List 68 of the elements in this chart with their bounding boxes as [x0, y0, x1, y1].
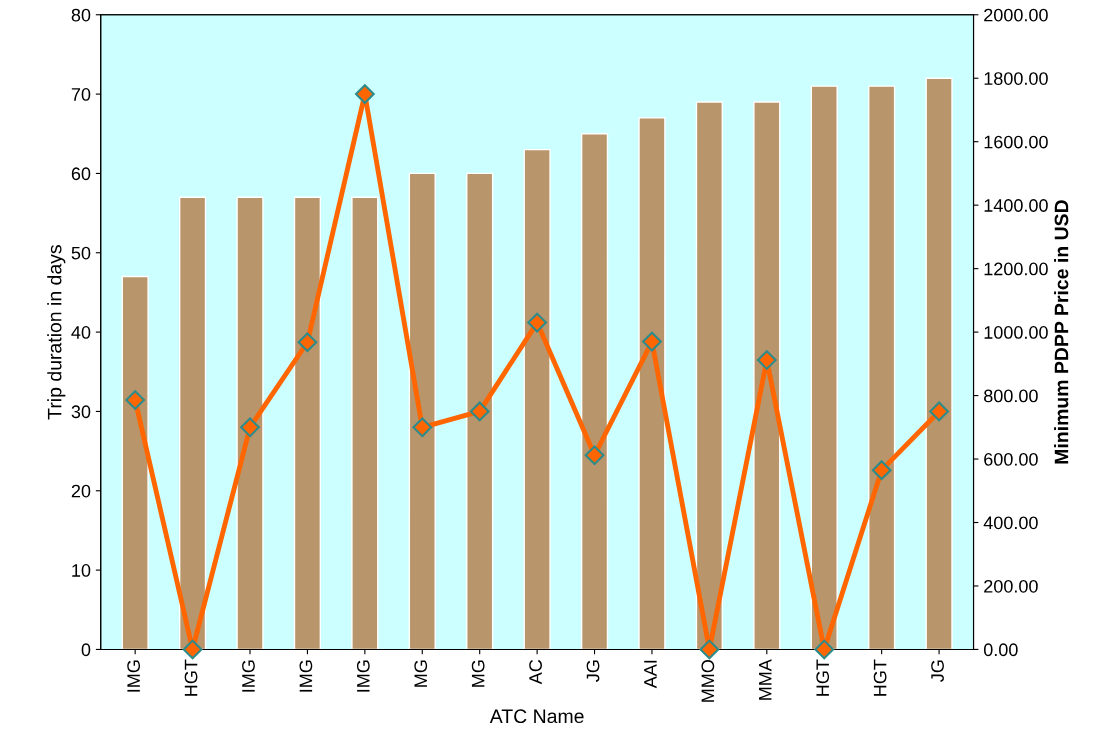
point — [469, 401, 490, 422]
point — [182, 639, 203, 660]
bar — [810, 85, 838, 650]
y-tick-label: 60 — [71, 167, 91, 181]
x-tick-label: MMO — [701, 660, 715, 702]
y2-tick-label: 1600.00 — [984, 135, 1048, 149]
y-axis-title: Trip duration in days — [47, 245, 66, 420]
point — [929, 401, 949, 422]
y-tick-label: 40 — [71, 326, 91, 339]
bar — [121, 275, 149, 650]
x-tick-label: MG — [471, 660, 485, 687]
point — [125, 390, 146, 410]
x-tick-label: HGT — [816, 659, 830, 696]
x-tick-label: MG — [414, 660, 428, 687]
bar — [868, 85, 896, 650]
x-tick-label: JG — [931, 660, 944, 682]
y-tick-label: 50 — [71, 246, 91, 260]
x-tick-label: HGT — [184, 659, 198, 696]
y-tick-label: 0 — [81, 643, 91, 657]
x-tick-label: IMG — [242, 660, 255, 692]
bar — [695, 101, 724, 650]
x-tick-label: IMG — [356, 660, 370, 692]
y2-tick-label: 800.00 — [984, 389, 1038, 403]
y2-tick-label: 400.00 — [983, 516, 1038, 530]
y-tick-label: 30 — [71, 405, 91, 419]
bar — [293, 196, 322, 650]
point — [871, 460, 892, 481]
bar — [351, 196, 379, 650]
point — [297, 332, 318, 353]
y-tick-label: 80 — [71, 8, 91, 22]
y2-tick-label: 600.00 — [984, 452, 1038, 466]
y2-tick-label: 1000.00 — [984, 326, 1048, 339]
bar — [466, 172, 494, 650]
point — [354, 84, 375, 104]
x-tick-label: AAI — [644, 660, 657, 689]
bar — [925, 77, 953, 650]
point — [642, 331, 662, 352]
y2-axis-title: Minimum PDPP Price in USD — [1054, 200, 1069, 464]
x-tick-label: HGT — [873, 659, 887, 696]
y2-tick-label: 1400.00 — [984, 199, 1048, 212]
y2-tick-label: 0.00 — [983, 643, 1018, 657]
point — [814, 639, 835, 660]
y-tick-label: 70 — [71, 88, 91, 101]
bar — [753, 101, 781, 650]
y2-tick-label: 1800.00 — [984, 72, 1048, 85]
x-tick-label: IMG — [299, 660, 313, 692]
bar — [236, 196, 264, 650]
point — [240, 417, 260, 438]
x-axis-title: ATC Name — [489, 709, 584, 724]
x-tick-label: JG — [586, 660, 600, 682]
bar — [408, 172, 436, 650]
x-tick-label: IMG — [127, 660, 141, 692]
point — [412, 417, 433, 438]
point — [527, 312, 547, 333]
y2-tick-label: 2000.00 — [984, 8, 1048, 22]
bar — [178, 196, 207, 650]
y-tick-label: 20 — [71, 484, 91, 498]
bar — [580, 133, 609, 650]
x-tick-label: AC — [529, 659, 542, 685]
bar — [523, 148, 551, 650]
x-tick-label: MMA — [759, 659, 772, 700]
point — [584, 445, 605, 466]
point — [699, 639, 720, 660]
bar — [638, 117, 666, 650]
y2-tick-label: 1200.00 — [984, 262, 1048, 276]
y2-tick-label: 200.00 — [984, 579, 1038, 593]
point — [756, 350, 777, 370]
y-tick-label: 10 — [72, 564, 91, 577]
